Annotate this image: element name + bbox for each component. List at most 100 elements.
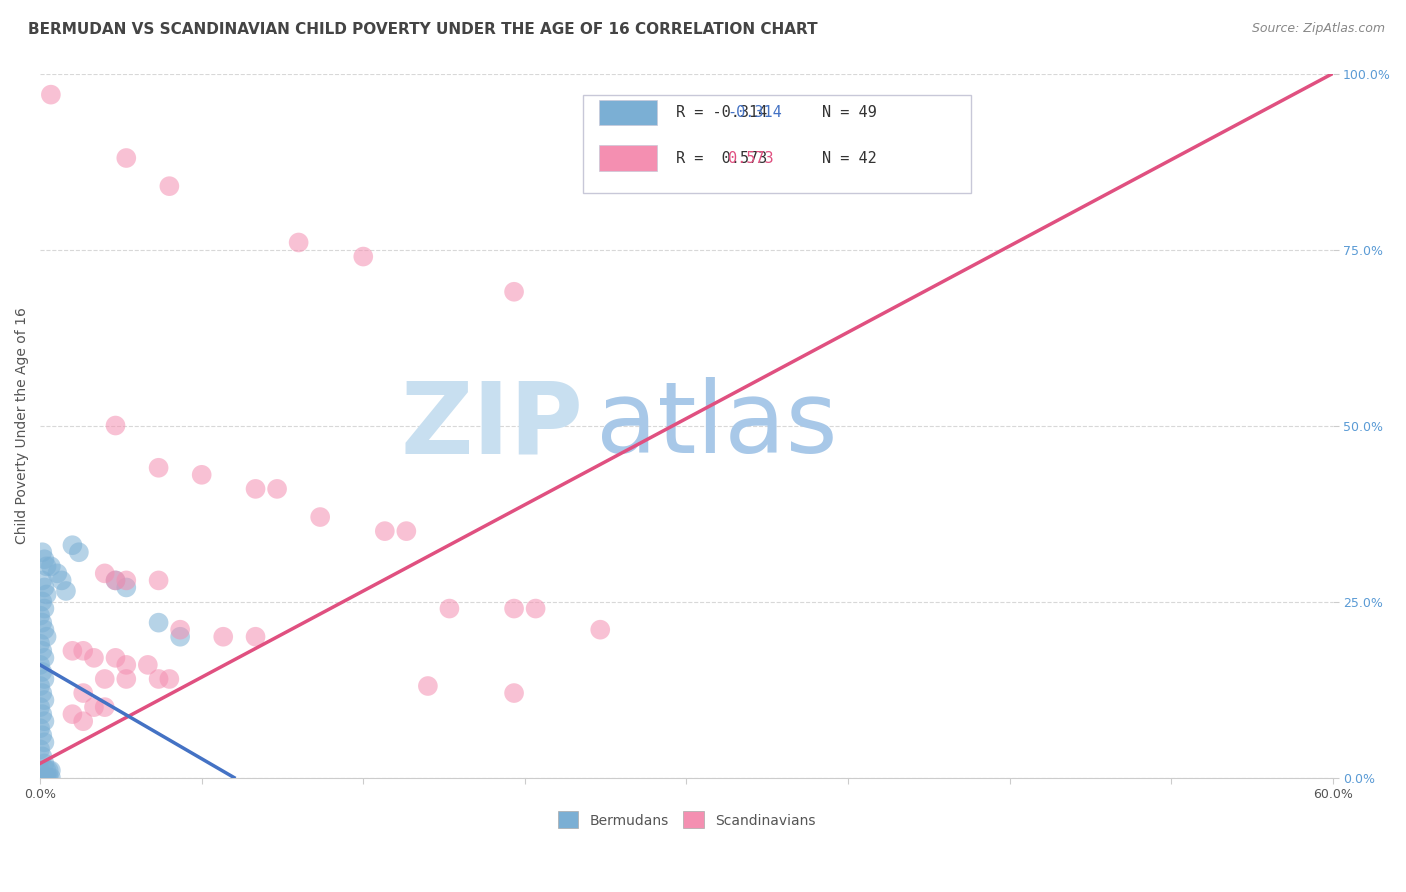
Point: [83, 650, 105, 665]
Point: [62, 707, 84, 722]
Point: [34, 552, 56, 566]
Text: ZIP: ZIP: [401, 377, 583, 474]
Point: [374, 524, 396, 538]
Point: [35, 764, 58, 778]
Point: [30, 700, 52, 714]
Point: [34, 714, 56, 729]
Text: R =  0.573: R = 0.573: [676, 151, 794, 166]
Point: [83, 700, 105, 714]
Point: [31, 686, 53, 700]
Point: [46, 566, 69, 581]
Point: [30, 608, 52, 623]
Point: [309, 510, 332, 524]
Text: atlas: atlas: [596, 377, 838, 474]
Point: [35, 587, 58, 601]
Point: [157, 179, 180, 194]
Point: [35, 630, 58, 644]
Point: [115, 581, 138, 595]
Point: [31, 615, 53, 630]
Point: [190, 467, 212, 482]
Point: [67, 545, 90, 559]
Point: [416, 679, 439, 693]
Point: [93, 566, 115, 581]
Point: [35, 559, 58, 574]
Point: [148, 460, 170, 475]
Point: [31, 728, 53, 742]
Point: [352, 250, 374, 264]
Point: [30, 742, 52, 756]
Point: [55, 584, 77, 599]
Point: [34, 650, 56, 665]
Point: [93, 700, 115, 714]
Point: [115, 657, 138, 672]
Point: [62, 644, 84, 658]
Point: [503, 686, 526, 700]
Point: [34, 623, 56, 637]
Point: [72, 686, 94, 700]
Point: [104, 418, 127, 433]
Point: [31, 644, 53, 658]
Point: [395, 524, 418, 538]
Point: [31, 545, 53, 559]
Point: [93, 672, 115, 686]
Point: [503, 285, 526, 299]
Point: [31, 771, 53, 785]
Point: [524, 601, 547, 615]
Point: [34, 735, 56, 749]
Point: [30, 721, 52, 735]
Point: [439, 601, 461, 615]
Point: [115, 151, 138, 165]
Point: [34, 693, 56, 707]
Point: [503, 601, 526, 615]
Point: [31, 707, 53, 722]
Point: [34, 672, 56, 686]
Text: 0.573: 0.573: [728, 151, 773, 166]
Point: [39, 771, 62, 785]
Y-axis label: Child Poverty Under the Age of 16: Child Poverty Under the Age of 16: [15, 307, 30, 544]
Point: [35, 771, 58, 785]
Point: [30, 679, 52, 693]
Point: [62, 538, 84, 552]
Point: [104, 574, 127, 588]
Text: Source: ZipAtlas.com: Source: ZipAtlas.com: [1251, 22, 1385, 36]
Point: [31, 594, 53, 608]
Point: [31, 574, 53, 588]
Point: [34, 771, 56, 785]
Point: [38, 764, 60, 778]
Point: [34, 581, 56, 595]
Point: [34, 756, 56, 771]
Point: [104, 650, 127, 665]
Point: [72, 714, 94, 729]
Bar: [599, 100, 657, 125]
Point: [169, 630, 191, 644]
Point: [39, 87, 62, 102]
FancyBboxPatch shape: [583, 95, 970, 194]
Point: [72, 644, 94, 658]
Text: BERMUDAN VS SCANDINAVIAN CHILD POVERTY UNDER THE AGE OF 16 CORRELATION CHART: BERMUDAN VS SCANDINAVIAN CHILD POVERTY U…: [28, 22, 818, 37]
Point: [157, 672, 180, 686]
Bar: [599, 145, 657, 170]
Point: [51, 574, 73, 588]
Point: [39, 559, 62, 574]
Point: [148, 672, 170, 686]
Point: [169, 623, 191, 637]
Point: [136, 657, 159, 672]
Point: [30, 764, 52, 778]
Text: -0.314: -0.314: [728, 104, 783, 120]
Point: [589, 623, 612, 637]
Point: [266, 482, 288, 496]
Text: N = 49: N = 49: [823, 104, 877, 120]
Point: [245, 482, 267, 496]
Text: N = 42: N = 42: [823, 151, 877, 166]
Text: R = -0.314: R = -0.314: [676, 104, 794, 120]
Point: [31, 665, 53, 679]
Point: [30, 637, 52, 651]
Point: [287, 235, 309, 250]
Point: [31, 749, 53, 764]
Point: [38, 771, 60, 785]
Legend: Bermudans, Scandinavians: Bermudans, Scandinavians: [553, 805, 821, 834]
Point: [148, 574, 170, 588]
Point: [115, 574, 138, 588]
Point: [148, 615, 170, 630]
Point: [212, 630, 235, 644]
